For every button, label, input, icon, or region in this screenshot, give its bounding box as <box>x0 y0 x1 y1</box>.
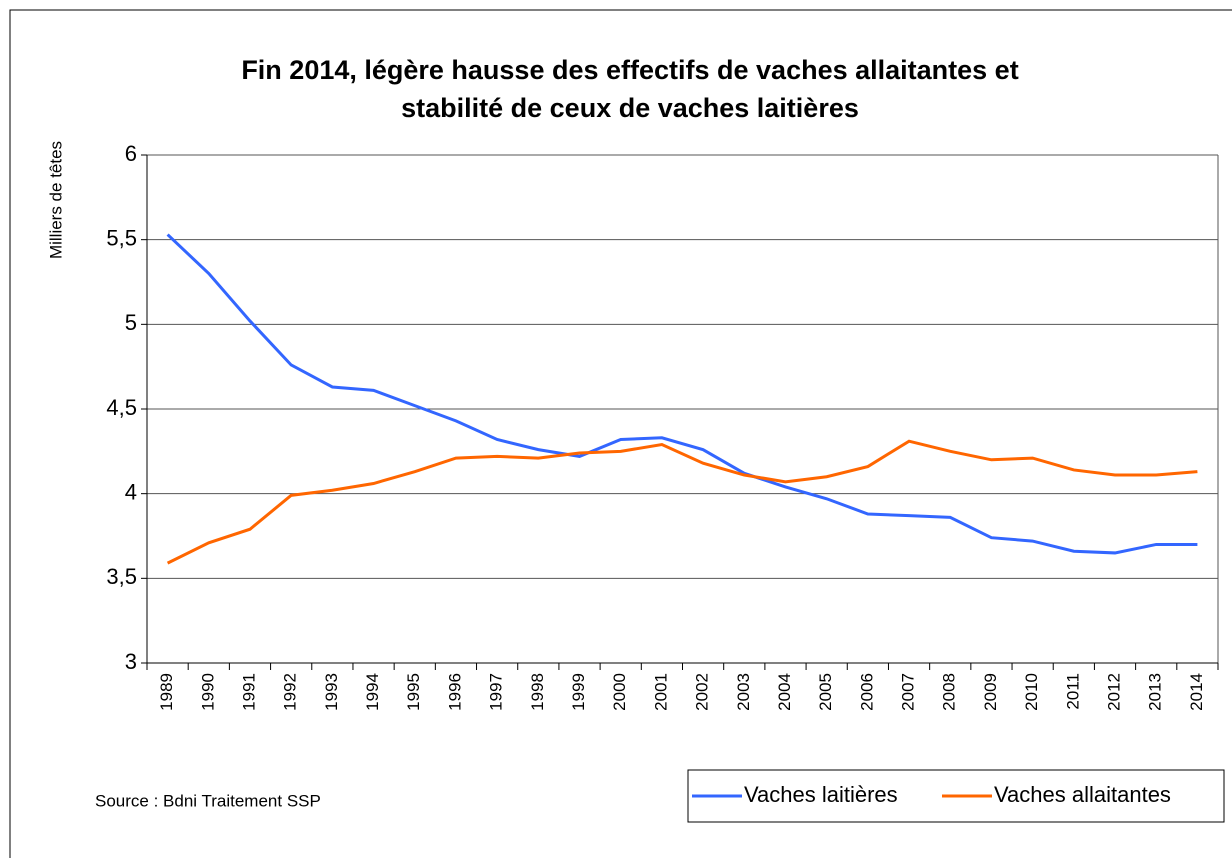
x-tick-label: 2005 <box>816 673 835 711</box>
legend-label: Vaches laitières <box>744 782 898 807</box>
x-tick-label: 1992 <box>281 673 300 711</box>
x-tick-label: 2008 <box>940 673 959 711</box>
y-tick-label: 4 <box>125 479 137 504</box>
chart-frame <box>9 9 1232 858</box>
x-tick-label: 2011 <box>1063 673 1082 710</box>
data-line <box>166 233 1198 555</box>
x-tick-label: 1989 <box>157 673 176 711</box>
y-tick-label: 3,5 <box>106 564 137 589</box>
y-tick-label: 5 <box>125 310 137 335</box>
x-tick-label: 2013 <box>1146 673 1165 711</box>
x-tick-label: 2002 <box>693 673 712 711</box>
y-tick-label: 6 <box>125 141 137 166</box>
x-tick-label: 1990 <box>198 673 217 711</box>
x-tick-label: 2010 <box>1022 673 1041 711</box>
y-tick-label: 5,5 <box>106 225 137 250</box>
x-tick-label: 2000 <box>610 673 629 711</box>
x-tick-label: 1991 <box>239 673 258 711</box>
x-tick-label: 1997 <box>487 673 506 711</box>
legend-label: Vaches allaitantes <box>994 782 1171 807</box>
x-tick-label: 2007 <box>899 673 918 711</box>
x-tick-label: 2001 <box>651 673 670 711</box>
x-tick-label: 1993 <box>322 673 341 711</box>
x-tick-label: 2012 <box>1105 673 1124 711</box>
x-tick-label: 2004 <box>775 673 794 711</box>
chart-title: Fin 2014, légère hausse des effectifs de… <box>241 55 1018 85</box>
x-tick-label: 1996 <box>445 673 464 711</box>
x-tick-label: 2006 <box>857 673 876 711</box>
x-tick-label: 2014 <box>1187 673 1206 711</box>
source-note: Source : Bdni Traitement SSP <box>95 791 321 810</box>
y-tick-label: 4,5 <box>106 395 137 420</box>
x-tick-label: 1995 <box>404 673 423 711</box>
y-axis-label: Milliers de têtes <box>46 141 65 259</box>
x-tick-label: 2003 <box>734 673 753 711</box>
y-tick-label: 3 <box>125 649 137 674</box>
x-tick-label: 1998 <box>528 673 547 711</box>
chart-title: stabilité de ceux de vaches laitières <box>401 93 859 123</box>
x-tick-label: 2009 <box>981 673 1000 711</box>
x-tick-label: 1994 <box>363 673 382 711</box>
x-tick-label: 1999 <box>569 673 588 711</box>
data-line <box>166 439 1198 565</box>
